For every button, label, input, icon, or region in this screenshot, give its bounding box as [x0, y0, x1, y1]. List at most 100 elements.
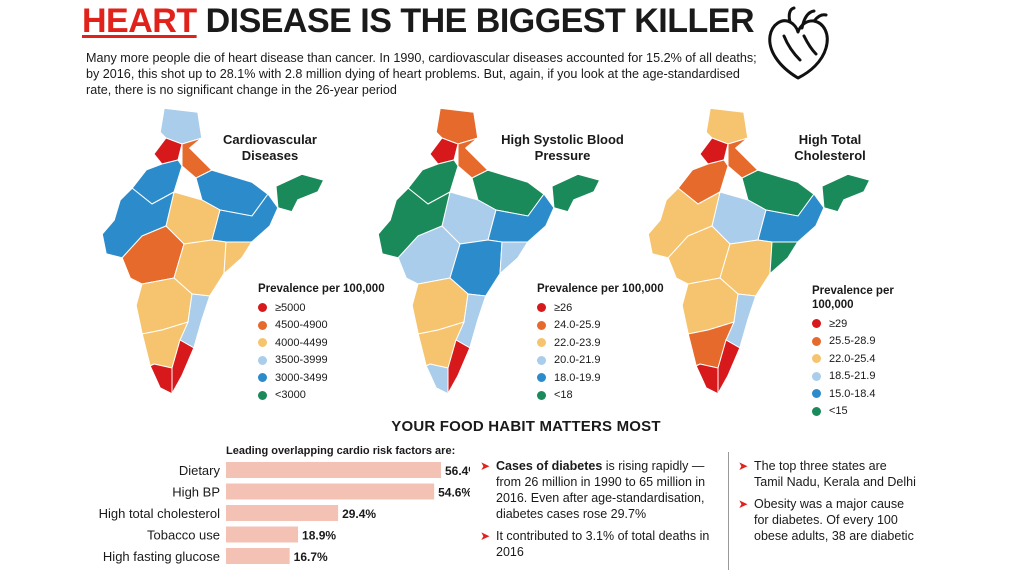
legend-swatch: [537, 390, 546, 400]
bar-value-label: 56.4%: [445, 464, 470, 478]
legend-swatch: [258, 390, 267, 400]
legend-item: 15.0-18.4: [812, 385, 894, 403]
legend-swatch: [258, 303, 267, 313]
legend-swatch: [812, 389, 821, 399]
legend-swatch: [812, 354, 821, 364]
bar-category-label: High total cholesterol: [99, 506, 221, 521]
map-region: [499, 241, 529, 276]
arrow-icon: ➤: [738, 497, 749, 511]
legend-label: 4000-4499: [275, 336, 328, 349]
bar: [226, 526, 299, 543]
legend-label: 15.0-18.4: [829, 387, 876, 400]
legend-item: 4000-4499: [258, 334, 385, 352]
bar-value-label: 16.7%: [294, 550, 328, 564]
arrow-icon: ➤: [480, 459, 491, 473]
panel-title-line2: Pressure: [534, 148, 591, 163]
legend-item: <3000: [258, 387, 385, 405]
legend-swatch: [812, 336, 821, 346]
note-top-states: ➤ The top three states are Tamil Nadu, K…: [738, 458, 918, 490]
legend-blood-pressure: Prevalence per 100,000 ≥26 24.0-25.9 22.0-…: [537, 282, 664, 404]
legend-swatch: [812, 406, 821, 416]
legend-label: 3500-3999: [275, 354, 328, 367]
panel-title: High Total Cholesterol: [780, 132, 880, 164]
legend-label: <3000: [275, 389, 306, 402]
legend-label: 3000-3499: [275, 371, 328, 384]
legend-item: 3000-3499: [258, 369, 385, 387]
map-outline: [648, 108, 872, 395]
arrow-icon: ➤: [480, 529, 491, 543]
legend-item: 22.0-25.4: [812, 350, 894, 368]
note-bold: Cases of diabetes: [496, 459, 603, 473]
bar: [226, 548, 290, 564]
legend-item: 4500-4900: [258, 317, 385, 335]
risk-factor-bar-chart: Dietary 56.4% High BP 54.6% High total chole…: [99, 462, 470, 564]
notes-states: ➤ The top three states are Tamil Nadu, K…: [738, 458, 918, 550]
legend-label: 18.0-19.9: [554, 371, 601, 384]
map-outline: [102, 108, 326, 395]
india-map-2: [648, 108, 872, 396]
bar-category-label: Tobacco use: [147, 528, 220, 543]
panel-title-line2: Diseases: [241, 148, 299, 163]
note-diabetes-deaths: ➤ It contributed to 3.1% of total deaths…: [480, 528, 718, 560]
bar-category-label: High BP: [172, 485, 220, 500]
panel-title-line1: High Systolic Blood: [501, 132, 624, 147]
note-text: Obesity was a major cause for diabetes. …: [754, 497, 914, 543]
arrow-icon: ➤: [738, 459, 749, 473]
legend-title: Prevalence per 100,000: [812, 285, 894, 311]
bar-category-label: High fasting glucose: [103, 549, 220, 564]
legend-item: 20.0-21.9: [537, 352, 664, 370]
legend-item: 18.0-19.9: [537, 369, 664, 387]
panel-title: High Systolic Blood Pressure: [490, 132, 635, 164]
map-region: [223, 241, 253, 276]
bar: [226, 505, 339, 521]
legend-title: Prevalence per 100,000: [537, 283, 664, 295]
legend-item: 18.5-21.9: [812, 368, 894, 386]
legend-swatch: [537, 303, 546, 313]
note-text: It contributed to 3.1% of total deaths i…: [496, 529, 710, 559]
legend-label: ≥26: [554, 301, 573, 314]
legend-item: ≥26: [537, 299, 664, 317]
title-highlight: HEART: [82, 2, 197, 40]
map-outline: [378, 108, 602, 395]
india-map-1: [378, 108, 602, 396]
heart-outline-icon: [768, 6, 829, 80]
legend-item: 25.5-28.9: [812, 333, 894, 351]
panel-title-line1: High Total: [798, 132, 862, 147]
legend-swatch: [537, 373, 546, 383]
legend-swatch: [812, 371, 821, 381]
page-title: HEART DISEASE IS THE BIGGEST KILLER: [82, 2, 755, 41]
legend-swatch: [537, 355, 546, 365]
legend-cardiovascular: Prevalence per 100,000 ≥5000 4500-4900 400…: [258, 282, 385, 404]
legend-swatch: [258, 338, 267, 348]
food-heading: YOUR FOOD HABIT MATTERS MOST: [391, 418, 661, 435]
legend-item: 3500-3999: [258, 352, 385, 370]
legend-cholesterol: Prevalence per 100,000 ≥29 25.5-28.9 22.0-2…: [812, 284, 894, 420]
title-rest: DISEASE IS THE BIGGEST KILLER: [205, 2, 755, 40]
legend-swatch: [537, 320, 546, 330]
panel-title-line1: Cardiovascular: [223, 132, 317, 147]
legend-label: 22.0-25.4: [829, 352, 876, 365]
legend-swatch: [258, 320, 267, 330]
bar-chart-title: Leading overlapping cardio risk factors …: [226, 445, 456, 457]
legend-item: ≥29: [812, 315, 894, 333]
legend-item: ≥5000: [258, 299, 385, 317]
legend-label: 4500-4900: [275, 319, 328, 332]
legend-label: <15: [829, 405, 848, 418]
legend-swatch: [258, 373, 267, 383]
note-obesity: ➤ Obesity was a major cause for diabetes…: [738, 496, 918, 544]
legend-item: 22.0-23.9: [537, 334, 664, 352]
legend-label: 24.0-25.9: [554, 319, 601, 332]
legend-swatch: [258, 355, 267, 365]
note-text: The top three states are Tamil Nadu, Ker…: [754, 459, 916, 489]
legend-item: <15: [812, 403, 894, 421]
panel-title: Cardiovascular Diseases: [210, 132, 330, 164]
map-region: [149, 363, 173, 395]
legend-label: ≥29: [829, 317, 848, 330]
bar-value-label: 18.9%: [302, 529, 336, 543]
legend-label: 18.5-21.9: [829, 370, 876, 383]
bar-value-label: 54.6%: [438, 486, 470, 500]
map-region: [695, 363, 719, 395]
bar-category-label: Dietary: [179, 463, 221, 478]
legend-label: 20.0-21.9: [554, 354, 601, 367]
legend-label: ≥5000: [275, 301, 306, 314]
